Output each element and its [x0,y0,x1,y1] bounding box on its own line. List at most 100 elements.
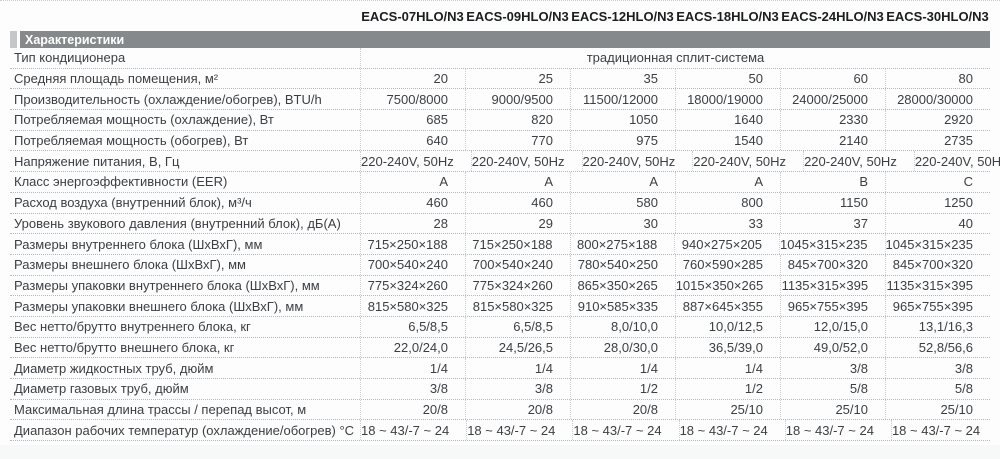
row-value: 1050 [570,110,675,130]
model-column-header: EACS-12HLO/N3 [571,8,674,24]
row-value: 1/2 [675,379,780,399]
section-header-tab [10,31,17,48]
table-row: Размеры внешнего блока (ШхВхГ), мм 700×54… [10,254,990,276]
row-value: 10,0/12,5 [675,316,780,337]
row-value: C [885,172,990,192]
row-value: 2735 [885,130,990,151]
row-value: 220-240V, 50Hz [470,151,582,172]
row-value: 18000/19000 [675,89,780,110]
table-row: Уровень звукового давления (внутренний б… [10,213,990,235]
row-value: 770 [465,130,570,151]
row-value: 1540 [675,130,780,151]
row-value: 50 [675,68,780,89]
table-row: Максимальная длина трассы / перепад высо… [10,399,990,421]
row-value: 865×350×265 [569,275,675,296]
row-value: A [465,172,570,192]
row-value: 20/8 [570,399,675,420]
model-column-header: EACS-18HLO/N3 [676,8,779,24]
row-value: 18 ~ 43/-7 ~ 24 [572,420,678,441]
row-value: 715×250×188 [464,234,570,254]
row-label: Класс энергоэффективности (EER) [14,174,228,190]
row-label: Тип кондиционера [14,50,126,66]
row-value: 6,5/8,5 [465,316,570,337]
model-column-header: EACS-30HLO/N3 [886,8,989,24]
row-value: 775×324×260 [360,275,465,296]
row-label: Потребляемая мощность (охлаждение), Вт [14,112,274,128]
row-value: 965×755×395 [780,296,885,316]
row-value: 5/8 [780,379,885,399]
row-value: 887×645×355 [675,296,780,316]
row-value: 580 [570,192,675,213]
row-value: 1045×315×235 [779,234,884,254]
row-value: 7500/8000 [360,89,465,110]
row-value: A [570,172,675,192]
row-value: 1640 [675,110,780,130]
row-label: Диаметр газовых труб, дюйм [14,381,189,397]
row-value: 40 [885,213,990,234]
row-value: 1135×315×395 [885,275,990,296]
table-row: Диапазон рабочих температур (охлаждение/… [10,420,990,442]
row-value: 815×580×325 [465,296,570,316]
table-row: Напряжение питания, В, Гц 220-240V, 50Hz 2… [10,151,1000,173]
table-row: Диаметр газовых труб, дюйм 3/8 3/8 1/2 1/2 5/… [10,379,990,400]
section-header-band: Характеристики [10,31,990,48]
row-label: Размеры упаковки внешнего блока (ШхВхГ),… [14,298,304,314]
row-label: Производительность (охлаждение/обогрев),… [14,91,322,107]
table-row: Диаметр жидкостных труб, дюйм 1/4 1/4 1/4 1/… [10,358,990,379]
row-value: 25/10 [780,399,885,420]
row-value: 700×540×240 [465,254,570,275]
row-value: 845×700×320 [885,254,990,275]
row-value: 700×540×240 [360,254,465,275]
row-value: 715×250×188 [360,234,465,254]
row-label: Максимальная длина трассы / перепад высо… [14,402,307,418]
row-value: B [780,172,885,192]
row-value: 28,0/30,0 [570,337,675,358]
row-value: 2140 [780,130,885,151]
row-value: 3/8 [885,358,990,378]
row-value: 220-240V, 50Hz [581,151,693,172]
table-row-conditioner-type: Тип кондиционера традиционная сплит-сист… [10,48,990,69]
models-header-row: EACS-07HLO/N3 EACS-09HLO/N3 EACS-12HLO/N3 E… [10,4,990,28]
row-value: 20/8 [360,399,465,420]
row-value: 640 [360,130,465,151]
row-value: 12,0/15,0 [780,316,885,337]
row-value: 49,0/52,0 [780,337,885,358]
row-value: 80 [885,68,990,89]
row-value: 25 [465,68,570,89]
row-value: 25/10 [885,399,990,420]
row-value: 2920 [885,110,990,130]
row-value: 18 ~ 43/-7 ~ 24 [784,420,891,441]
spec-sheet: EACS-07HLO/N3 EACS-09HLO/N3 EACS-12HLO/N3 E… [0,0,1000,442]
row-value: 18 ~ 43/-7 ~ 24 [890,420,997,441]
row-label: Расход воздуха (внутренний блок), м³/ч [14,195,252,211]
row-value: 3/8 [360,379,465,399]
section-title: Характеристики [20,31,990,48]
row-value: 775×324×260 [464,275,570,296]
row-value: 8,0/10,0 [570,316,675,337]
row-value: 800×275×188 [569,234,675,254]
row-value: 460 [465,192,570,213]
row-value: 13,1/16,3 [885,316,990,337]
model-column-header: EACS-07HLO/N3 [361,8,464,24]
row-value: 940×275×205 [674,234,779,254]
row-value: 20 [360,68,465,89]
row-value: 18 ~ 43/-7 ~ 24 [466,420,572,441]
row-value: 760×590×285 [675,254,780,275]
row-value: 30 [570,213,675,234]
table-row: Размеры внутреннего блока (ШхВхГ), мм 715… [10,234,990,255]
table-row: Вес нетто/брутто внутреннего блока, кг 6,… [10,316,990,338]
row-value: 29 [465,213,570,234]
table-row: Средняя площадь помещения, м² 20 25 35 50 60 8… [10,68,990,90]
table-row: Класс энергоэффективности (EER) A A A A B C [10,172,990,193]
row-value: 220-240V, 50Hz [360,151,471,172]
row-label: Средняя площадь помещения, м² [14,71,219,87]
row-label: Диаметр жидкостных труб, дюйм [14,360,214,376]
row-value: 820 [465,110,570,130]
row-value: 25/10 [675,399,780,420]
row-value: 1/4 [675,358,780,378]
row-value: 60 [780,68,885,89]
row-value: 220-240V, 50Hz [692,151,803,172]
model-column-header: EACS-24HLO/N3 [781,8,884,24]
row-value: 18 ~ 43/-7 ~ 24 [678,420,785,441]
row-value: 24,5/26,5 [465,337,570,358]
